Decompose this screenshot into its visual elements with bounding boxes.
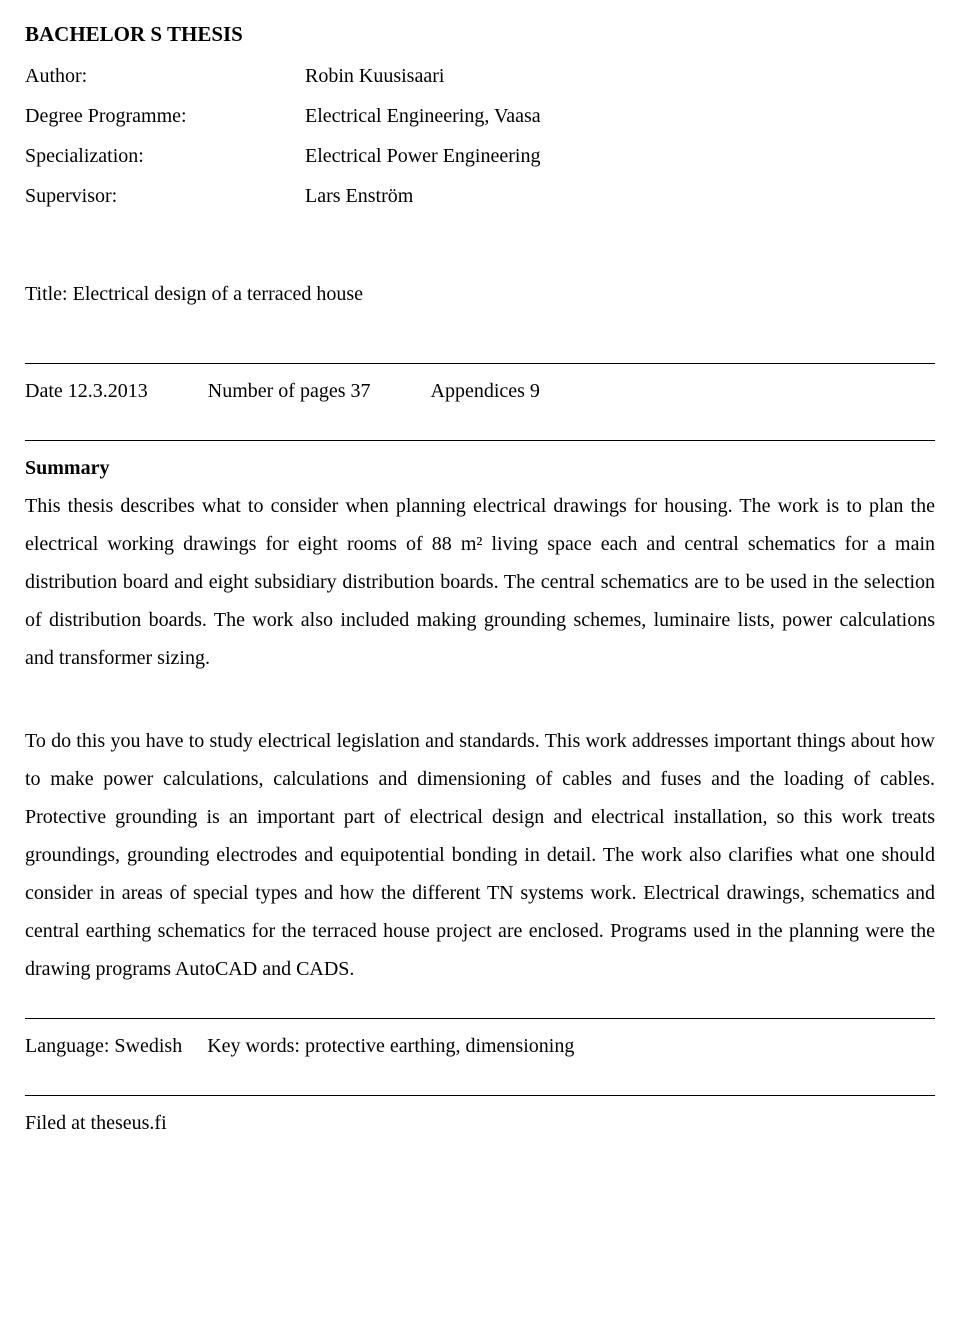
keywords: Key words: protective earthing, dimensio… (207, 1027, 574, 1065)
date: Date 12.3.2013 (25, 372, 148, 410)
date-line: Date 12.3.2013 Number of pages 37 Append… (25, 372, 935, 410)
meta-row-supervisor: Supervisor: Lars Enström (25, 177, 935, 215)
specialization-value: Electrical Power Engineering (305, 137, 935, 175)
specialization-label: Specialization: (25, 137, 305, 175)
pages: Number of pages 37 (208, 372, 371, 410)
divider-2 (25, 440, 935, 441)
summary-heading: Summary (25, 449, 935, 487)
meta-row-degree: Degree Programme: Electrical Engineering… (25, 97, 935, 135)
appendices: Appendices 9 (431, 372, 540, 410)
supervisor-label: Supervisor: (25, 177, 305, 215)
author-label: Author: (25, 57, 305, 95)
language: Language: Swedish (25, 1027, 182, 1065)
degree-label: Degree Programme: (25, 97, 305, 135)
thesis-title: Title: Electrical design of a terraced h… (25, 275, 935, 313)
thesis-heading: BACHELOR S THESIS (25, 15, 935, 55)
supervisor-value: Lars Enström (305, 177, 935, 215)
meta-row-specialization: Specialization: Electrical Power Enginee… (25, 137, 935, 175)
divider-3 (25, 1018, 935, 1019)
divider-1 (25, 363, 935, 364)
author-value: Robin Kuusisaari (305, 57, 935, 95)
degree-value: Electrical Engineering, Vaasa (305, 97, 935, 135)
language-line: Language: Swedish Key words: protective … (25, 1027, 935, 1065)
divider-4 (25, 1095, 935, 1096)
filed-at: Filed at theseus.fi (25, 1104, 935, 1142)
meta-row-author: Author: Robin Kuusisaari (25, 57, 935, 95)
summary-paragraph-2: To do this you have to study electrical … (25, 722, 935, 988)
summary-paragraph-1: This thesis describes what to consider w… (25, 487, 935, 677)
